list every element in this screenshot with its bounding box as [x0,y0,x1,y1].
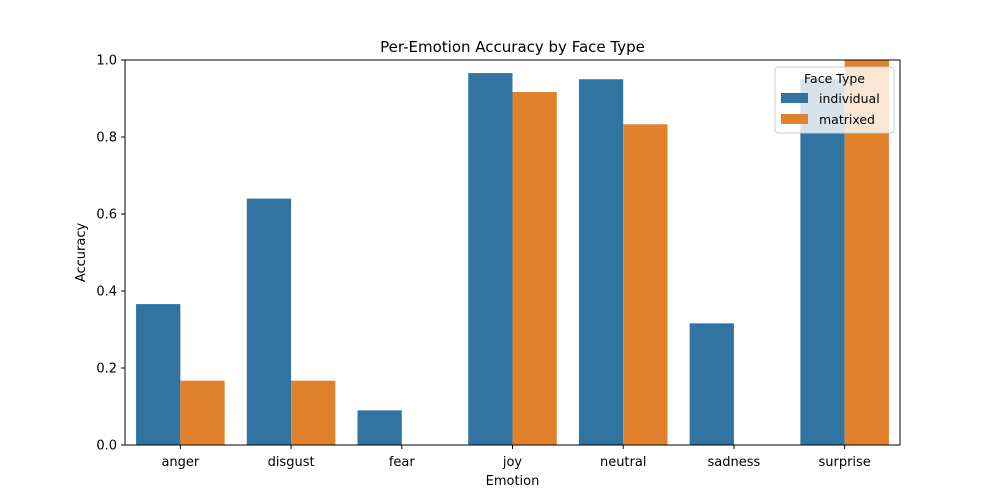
x-tick-label-disgust: disgust [268,455,315,470]
bar-matrixed-anger [180,380,225,445]
x-tick-label-fear: fear [389,455,416,470]
bar-matrixed-joy [512,91,557,445]
y-tick-label: 0.0 [96,439,117,454]
y-axis: 0.0 0.2 0.4 0.6 0.8 1.0 [96,54,125,454]
legend-swatch-individual [781,93,808,103]
y-tick-label: 0.8 [96,131,117,146]
x-tick-label-joy: joy [502,455,523,470]
legend-label-individual: individual [819,91,880,106]
x-tick-label-surprise: surprise [818,455,870,470]
x-tick-label-anger: anger [161,455,199,470]
bar-individual-neutral [578,79,624,445]
x-axis-label: Emotion [486,474,540,489]
bar-individual-fear [357,410,402,445]
y-axis-label: Accuracy [74,223,89,283]
y-tick-label: 1.0 [96,54,117,69]
plot-frame [124,59,901,446]
legend-title: Face Type [804,71,865,86]
x-tick-label-neutral: neutral [600,455,647,470]
bars-layer [136,60,889,446]
bar-individual-anger [136,304,181,445]
bar-individual-sadness [689,323,734,445]
x-tick-label-sadness: sadness [708,455,761,470]
legend-swatch-matrixed [781,114,808,124]
bar-matrixed-disgust [291,380,336,445]
bar-individual-surprise [800,79,845,445]
bar-individual-disgust [246,198,292,445]
bar-matrixed-neutral [623,124,668,446]
legend-label-matrixed: matrixed [819,112,875,127]
bar-individual-joy [468,73,513,445]
legend: Face Type individual matrixed [774,66,895,134]
y-tick-label: 0.2 [96,362,117,377]
chart-title: Per-Emotion Accuracy by Face Type [380,38,645,56]
y-tick-label: 0.4 [96,285,117,300]
y-tick-label: 0.6 [96,208,117,223]
x-axis: anger disgust fear joy neutral sadness surpris… [161,445,871,470]
